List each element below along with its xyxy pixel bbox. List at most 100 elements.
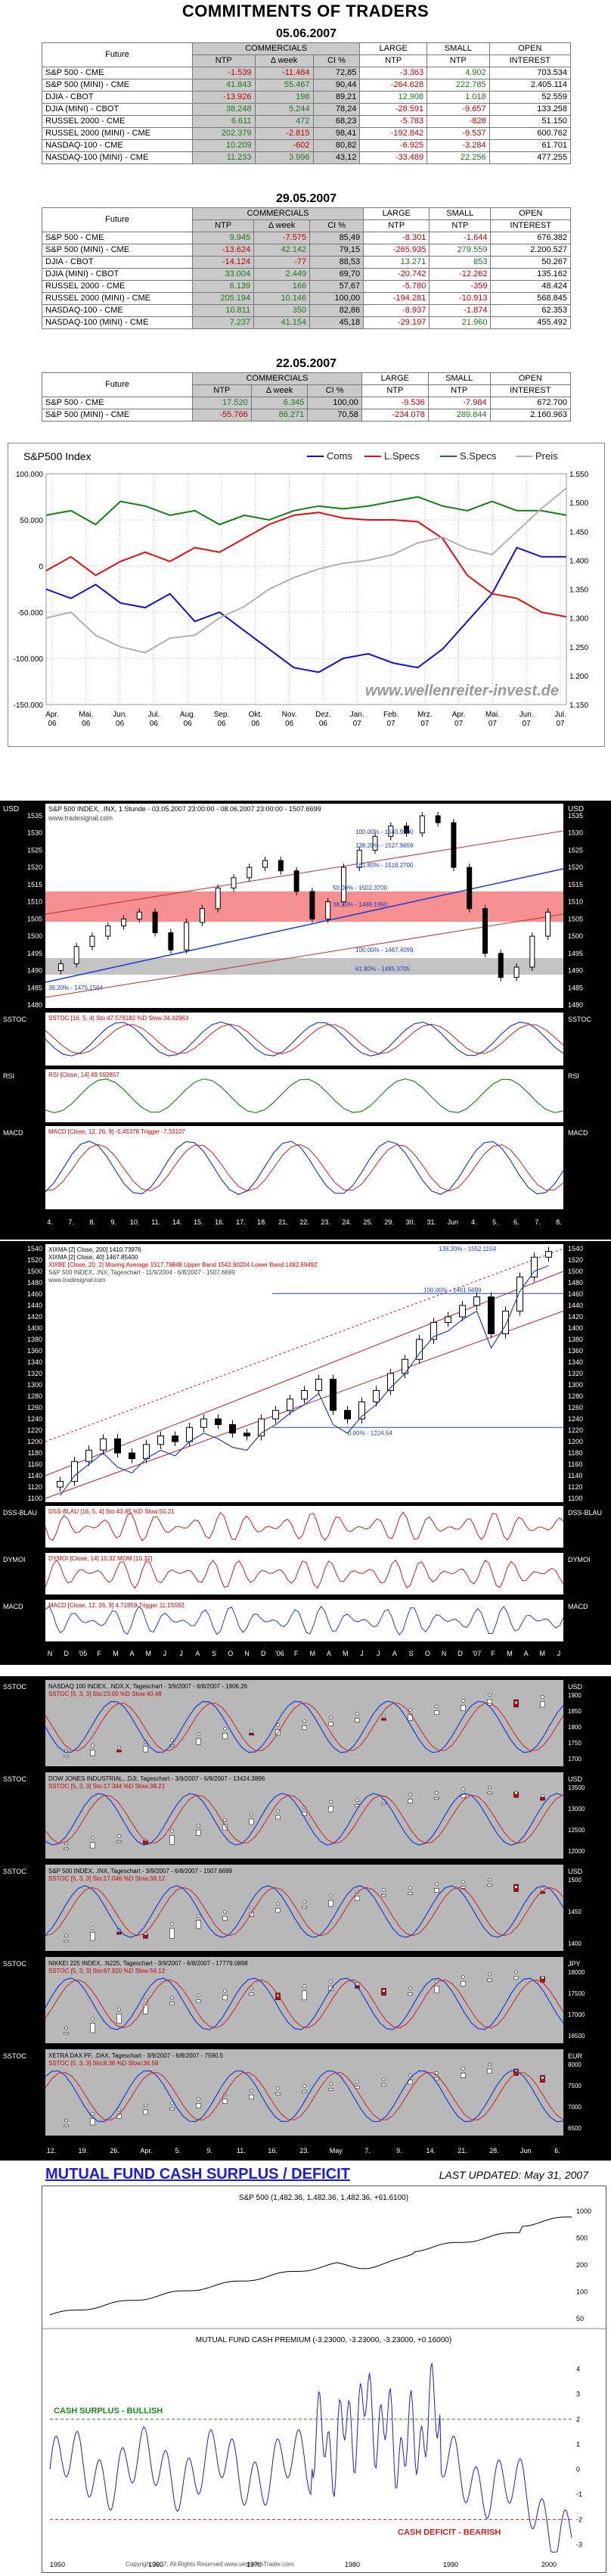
candle-body — [143, 2004, 148, 2014]
ci-percent: 79,15 — [309, 244, 364, 257]
candle-body — [136, 911, 142, 919]
cot-table-block: 29.05.2007 Future COMMERCIALS LARGE SMALL OPE… — [42, 191, 571, 329]
candle-body — [355, 1896, 360, 1901]
y-tick-label: 1800 — [568, 1724, 582, 1731]
candle-body — [459, 1305, 466, 1318]
x-tick-label-year: 06 — [217, 720, 226, 728]
stoch-sub: SSTOC [5, 3, 3] Sto:8.36 %D Slow:36.58 — [48, 2060, 159, 2067]
sp500-title: S&P 500 (1,482.36, 1,482.36, 1,482.36, +… — [239, 2194, 408, 2202]
candle-body — [358, 1402, 365, 1420]
ci-percent: 88,53 — [309, 256, 364, 269]
signal-dot — [91, 2017, 95, 2021]
large-ntp: -28.591 — [359, 103, 428, 116]
x-tick-label: M — [146, 1650, 152, 1657]
ci-percent: 43,12 — [312, 151, 361, 164]
x-tick-label: Apr. — [140, 2147, 152, 2154]
rsi-label: RSI — [3, 1072, 14, 1080]
x-tick-label: 4. — [471, 1218, 477, 1226]
sub-panel-area — [45, 1600, 563, 1641]
y-tick-label-right: 1140 — [568, 1472, 582, 1479]
x-tick-label: 16. — [268, 2147, 278, 2154]
premium-tick-label: 2 — [576, 2416, 580, 2423]
commercials-week-change: 86.271 — [250, 409, 309, 422]
y-tick-label: 1260 — [27, 1404, 42, 1411]
series-line-coms — [45, 546, 566, 674]
y-tick-label-right: 1515 — [568, 881, 583, 888]
signal-dot — [382, 2077, 386, 2082]
header-cell: INTEREST — [488, 54, 572, 67]
x-tick-label: 5. — [492, 1218, 498, 1226]
candle-body — [275, 2092, 281, 2095]
commercials-week-change: 166 — [253, 280, 311, 293]
header-cell: NTP — [191, 219, 255, 232]
candle-body — [172, 1436, 178, 1442]
header-cell: COMMERCIALS — [191, 207, 364, 220]
header-cell: OPEN — [489, 372, 572, 385]
x-tick-label: 24. — [342, 1218, 352, 1226]
y-right-tick-label: 1.300 — [569, 615, 588, 624]
sub-panel-caption: DYMOI [Close, 14] 10.32 MOM [10.32] — [48, 1555, 152, 1562]
macd-label: MACD — [3, 1129, 23, 1137]
candle-body — [71, 1461, 78, 1482]
signal-dot — [382, 1887, 386, 1892]
y-tick-label: 1340 — [27, 1358, 42, 1366]
signal-dot — [435, 1882, 439, 1886]
hourly-candlestick-chart: S&P 500 INDEX, .INX, 1 Stunde - 03.05.20… — [3, 804, 591, 1226]
table-row: RUSSEL 2000 (MINI) - CME 205.194 10.146 100… — [42, 292, 571, 305]
y-tick-label-right: 1480 — [568, 1279, 583, 1286]
candle-body — [387, 1373, 394, 1391]
x-tick-label: 23. — [321, 1218, 330, 1226]
legend-entry: Coms — [327, 450, 352, 462]
ci-percent: 89,21 — [312, 91, 361, 104]
candle-body — [434, 2077, 439, 2080]
y-tick-label: 1220 — [27, 1426, 42, 1434]
future-name: S&P 500 (MINI) - CME — [42, 244, 193, 257]
x-tick-label: M — [540, 1650, 546, 1657]
open-interest: 62.353 — [490, 304, 571, 317]
ci-percent: 57,67 — [309, 280, 364, 293]
signal-dot — [117, 1834, 121, 1838]
table-row: DJIA - CBOT -14.124 -77 88,53 13.271 853 50.26… — [42, 256, 571, 269]
y-tick-label-right: 1240 — [568, 1415, 583, 1423]
small-ntp: -12.262 — [429, 268, 492, 281]
x-tick-label: Jan. — [350, 711, 364, 719]
y-tick-label-right: 1340 — [568, 1358, 583, 1366]
commercials-ntp: 41.843 — [192, 79, 256, 92]
y-right-tick-label: 1.450 — [569, 528, 588, 537]
y-tick-label: 1490 — [27, 967, 42, 975]
small-ntp: 222.785 — [426, 79, 490, 92]
y-tick-label-right: 1420 — [568, 1313, 583, 1321]
candle-body — [309, 891, 315, 919]
mutual-fund-title[interactable]: MUTUAL FUND CASH SURPLUS / DEFICIT — [45, 2166, 350, 2182]
candle-body — [402, 1358, 408, 1374]
x-tick-label-year: 06 — [82, 720, 91, 728]
watermark: www.wellenreiter-invest.de — [365, 683, 559, 699]
candle-body — [243, 1433, 250, 1436]
ci-percent: 80,82 — [312, 139, 361, 152]
header-cell: Future — [42, 372, 193, 397]
x-tick-label: Jun — [448, 1218, 459, 1226]
candle-body — [222, 2098, 228, 2104]
y-tick-label-right: 1485 — [568, 984, 583, 991]
table-row: NASDAQ-100 - CME 10.811 350 82,86 -8.937 -1.8… — [42, 304, 571, 317]
commercials-ntp: -13.624 — [191, 244, 255, 257]
y-tick-label: -50.000 — [17, 609, 43, 618]
large-ntp: -5.780 — [363, 280, 430, 293]
signal-dot — [488, 1878, 492, 1882]
candle-body — [445, 1316, 451, 1323]
candle-body — [275, 1815, 281, 1820]
candle-body — [487, 1699, 492, 1706]
x-tick-label: 1960 — [148, 2561, 163, 2568]
x-tick-label-year: 06 — [150, 720, 159, 728]
candle-body — [64, 1847, 69, 1850]
x-tick-label: 15. — [194, 1218, 203, 1226]
table-row: DJIA - CBOT -13.926 198 89,21 12.908 1.018 52.… — [42, 91, 572, 104]
deficit-label: CASH DEFICIT - BEARISH — [398, 2528, 501, 2537]
x-tick-label: Jun. — [113, 711, 127, 719]
x-tick-label-year: 07 — [454, 720, 464, 728]
signal-dot — [488, 1785, 492, 1790]
candle-body — [498, 953, 504, 978]
y-tick-label: 8000 — [568, 2061, 582, 2068]
y-tick-label: 1420 — [27, 1313, 42, 1321]
signal-dot — [197, 1914, 200, 1918]
